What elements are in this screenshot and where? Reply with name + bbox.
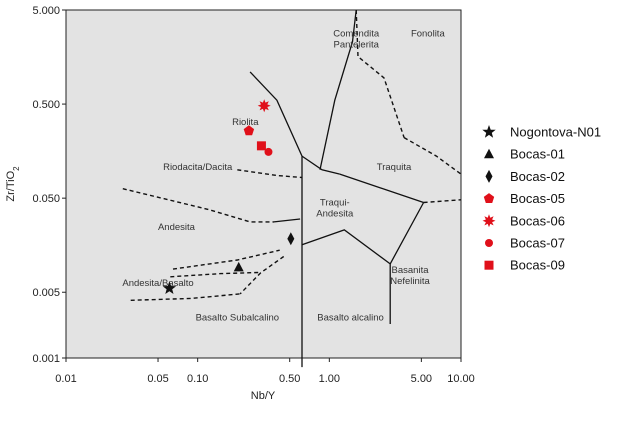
y-axis-label: Zr/TiO2 [5,166,21,202]
field-label-5: Traqui-Andesita [316,197,354,219]
legend-label-4: Bocas-06 [510,213,565,228]
field-label-0: Comendita Pantelerita [333,29,380,51]
solid-boundary-0 [249,71,303,157]
legend-marker-pentagon [483,193,495,203]
field-label-1: Fonolita [411,29,446,40]
field-label-line: Pantelerita [333,40,379,51]
dashed-boundary-5 [172,249,280,270]
field-label-line: Riolita [232,117,259,128]
data-points [162,99,295,294]
field-label-line: Fonolita [411,29,446,40]
x-axis-ticks: 0.01 0.05 0.10 0.50 1.00 5.00 10.00 [55,358,475,385]
legend-label-1: Bocas-01 [510,147,565,162]
field-label-line: Basalto alcalino [317,313,384,324]
field-label-line: Basanita [392,265,430,276]
y-axis-label-subscript: 2 [12,166,21,171]
dashed-boundary-6 [239,255,285,295]
x-tick-label-5: 5.00 [411,373,432,385]
solid-boundary-7 [273,218,301,223]
y-tick-label-1: 0.005 [32,287,60,299]
legend-marker-circle [485,239,493,247]
field-label-line: Nefelinita [390,276,430,287]
field-label-2: Riolita [232,117,259,128]
point-starburst-4-0 [257,99,271,113]
solid-boundary-1 [319,9,357,170]
legend-marker-starburst [482,214,496,228]
field-label-3: Traquita [377,162,412,173]
x-tick-label-3: 0.50 [279,373,300,385]
y-tick-label-2: 0.050 [32,193,60,205]
point-diamond-2-0 [287,232,295,246]
dashed-boundary-2 [237,169,303,179]
field-label-line: Riodacita/Dacita [163,162,233,173]
legend-marker-square [484,260,494,270]
dashed-boundary-1 [403,136,462,175]
y-axis-ticks: 0.001 0.005 0.050 0.500 5.000 [32,5,66,365]
field-label-line: Basalto Subalcalino [196,313,279,324]
field-label-line: Comendita [333,29,380,40]
solid-boundary-3 [301,155,340,175]
dashed-boundary-4 [423,199,462,204]
x-tick-label-6: 10.00 [447,373,475,385]
solid-boundary-2 [339,173,424,204]
legend-marker-diamond [485,169,493,183]
x-tick-label-0: 0.01 [55,373,76,385]
point-square-6-0 [256,141,266,151]
field-label-10: Basalto alcalino [317,313,384,324]
plot-area [65,9,462,359]
field-label-line: Traqui- [320,197,350,208]
field-boundaries [122,9,462,368]
solid-boundary-5 [301,229,391,265]
y-tick-label-0: 0.001 [32,353,60,365]
dashed-boundary-0 [355,9,405,138]
field-label-line: Traquita [377,162,412,173]
legend-label-5: Bocas-07 [510,236,565,251]
legend-label-0: Nogontova-N01 [510,125,601,140]
x-axis-label: Nb/Y [251,390,276,402]
x-tick-label-2: 0.10 [187,373,208,385]
dashed-boundary-7 [130,293,241,301]
legend-label-3: Bocas-05 [510,191,565,206]
dashed-boundary-3 [122,188,274,223]
y-tick-label-3: 0.500 [32,99,60,111]
dashed-boundary-8 [170,271,259,278]
point-triangle-1-0 [233,261,244,272]
y-tick-label-4: 5.000 [32,5,60,17]
field-label-line: Andesita [316,208,354,219]
legend: Nogontova-N01 Bocas-01 Bocas-02 Bocas-05 Boc… [482,125,601,273]
solid-boundary-6 [389,202,425,324]
field-label-6: Andesita [158,222,196,233]
point-star-0-0 [162,281,177,294]
y-axis-label-main: Zr/TiO [5,170,17,201]
legend-marker-star [482,125,496,138]
field-labels: Comendita Pantelerita Fonolita Riolita Traqu… [122,29,445,324]
point-pentagon-3-0 [243,125,255,136]
field-label-9: Basalto Subalcalino [196,313,279,324]
field-label-4: Riodacita/Dacita [163,162,233,173]
field-label-8: Andesita/Basalto [122,278,193,289]
field-label-line: Andesita [158,222,196,233]
field-label-line: Andesita/Basalto [122,278,193,289]
legend-label-6: Bocas-09 [510,258,565,273]
legend-label-2: Bocas-02 [510,169,565,184]
legend-marker-triangle [484,148,494,159]
field-label-7: Basanita Nefelinita [390,265,430,287]
x-tick-label-1: 0.05 [147,373,168,385]
point-circle-5-0 [264,147,273,156]
x-tick-label-4: 1.00 [319,373,340,385]
